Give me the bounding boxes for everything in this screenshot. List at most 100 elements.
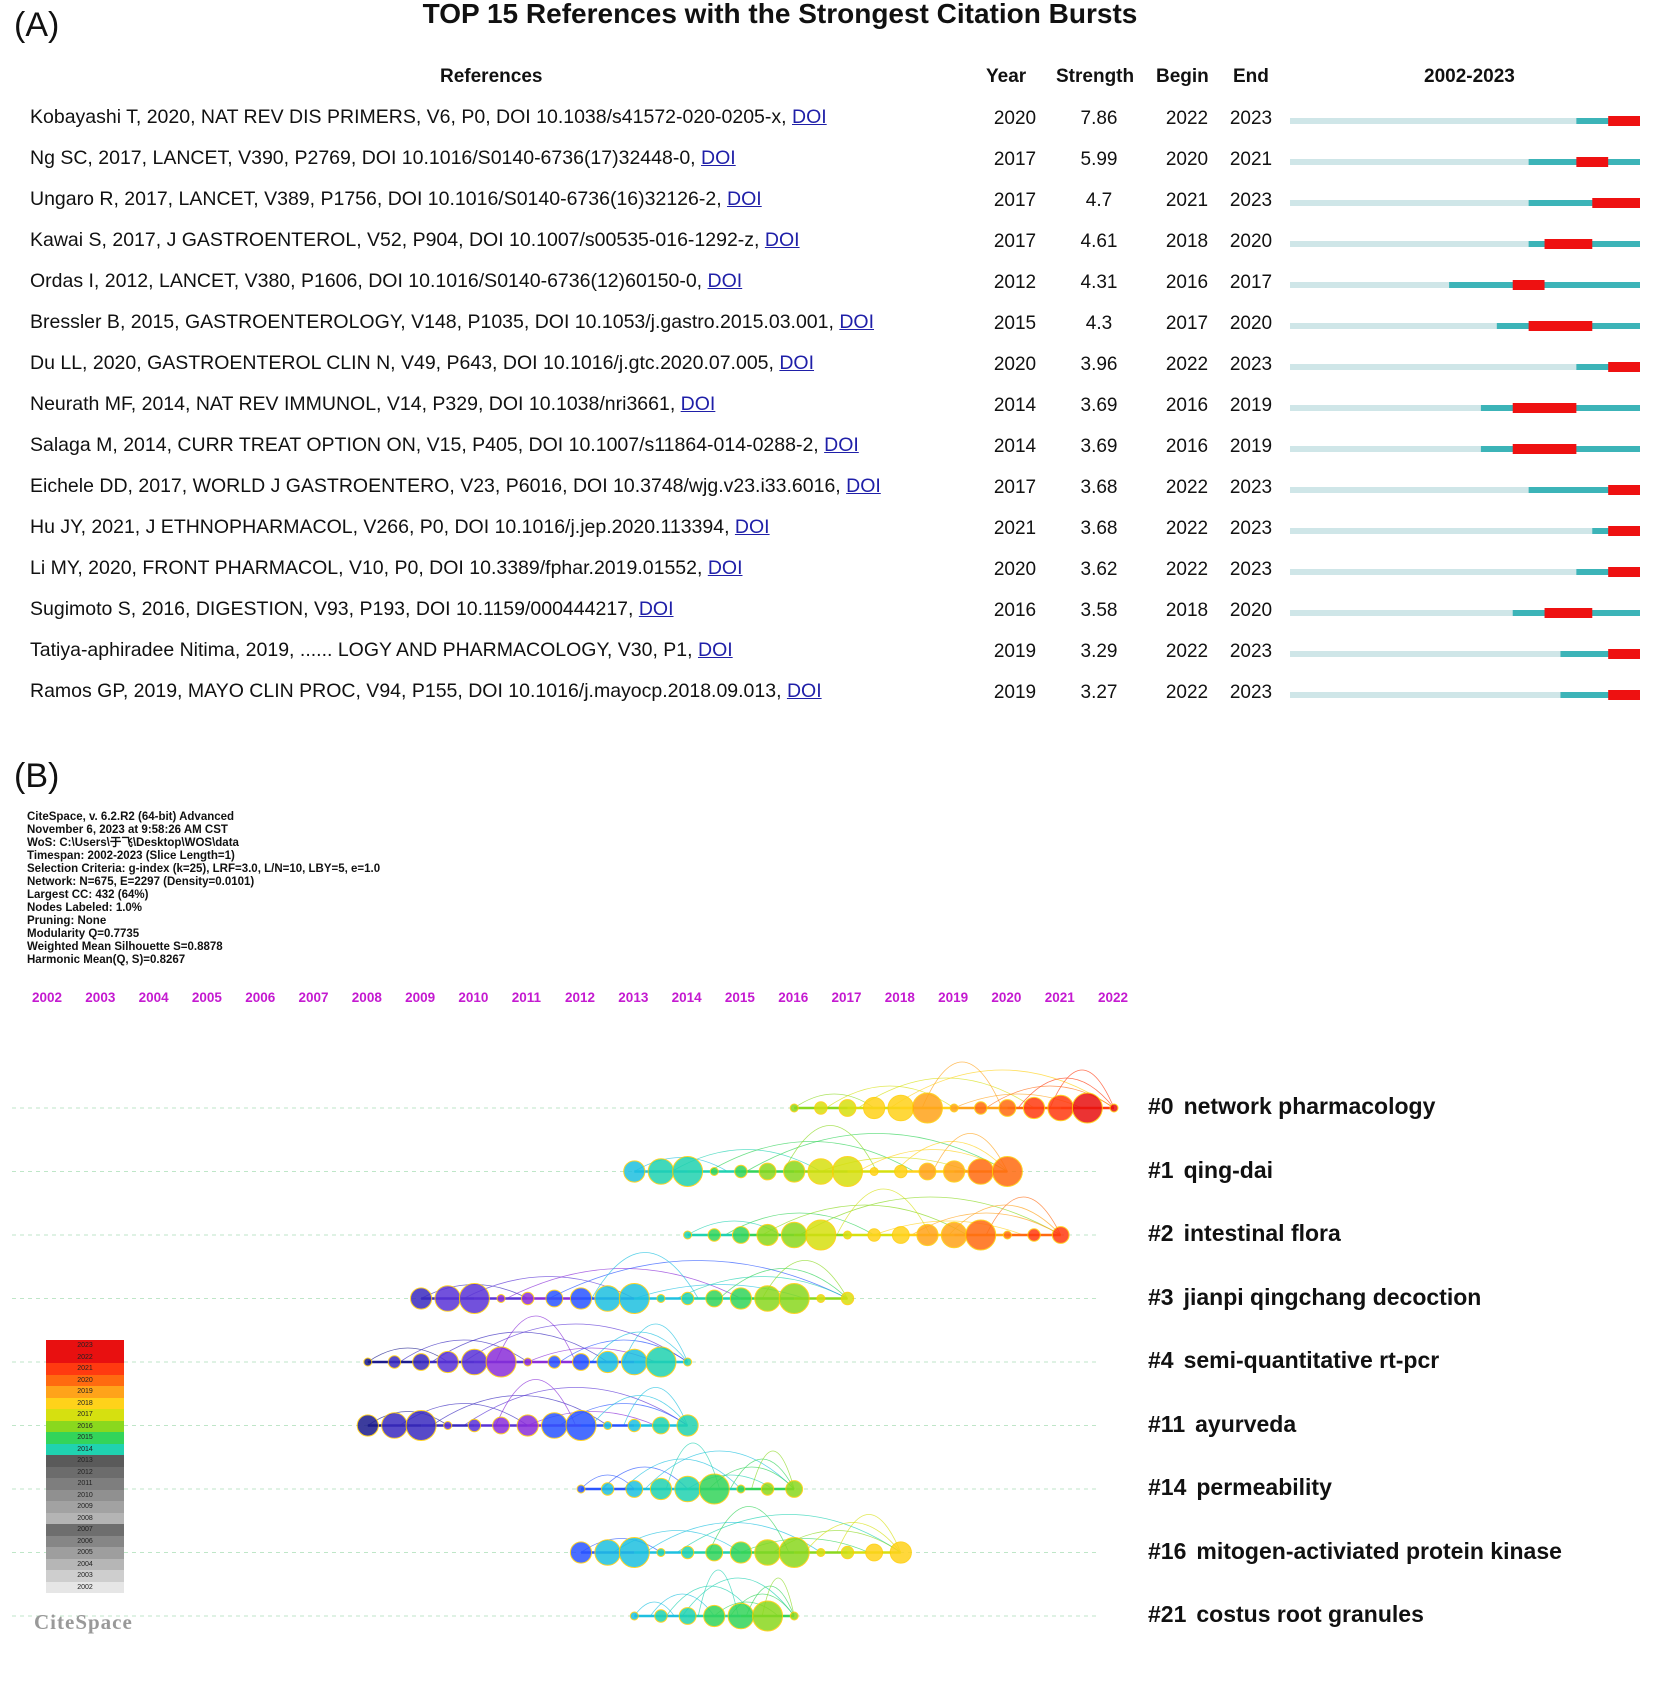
year-tick: 2022 [1098, 990, 1129, 1005]
co-citation-arc [729, 1458, 795, 1490]
doi-link[interactable]: DOI [839, 311, 874, 333]
reference-node [869, 1167, 879, 1176]
burst-strength: 4.3 [1085, 313, 1113, 334]
timeline-year-axis: 2002 2003 2004 2005 2006 2007 2008 2009 2010 2011… [0, 990, 1663, 1010]
reference-node [727, 1602, 755, 1630]
cluster-label: #1 qing-dai [1148, 1157, 1273, 1184]
cluster-name: semi-quantitative rt-pcr [1183, 1347, 1440, 1373]
burst-segment [1608, 690, 1640, 700]
reference-node [814, 1101, 828, 1115]
reference-node [683, 1230, 693, 1240]
reference-node [1071, 1092, 1103, 1124]
doi-link[interactable]: DOI [734, 516, 770, 538]
reference-node [863, 1096, 886, 1120]
burst-bar [1290, 526, 1640, 536]
doi-link[interactable]: DOI [824, 434, 859, 456]
co-citation-arc [495, 1379, 577, 1426]
legend-swatch: 2018 [46, 1397, 124, 1409]
reference-node [1109, 1103, 1119, 1113]
reference-text: Ng SC, 2017, LANCET, V390, P2769, DOI 10… [30, 147, 736, 170]
doi-link[interactable]: DOI [698, 639, 733, 661]
reference-node [565, 1410, 597, 1441]
legend-swatch: 2016 [46, 1420, 124, 1432]
active-segment [1449, 282, 1640, 288]
burst-bar [1290, 690, 1640, 700]
reference-node [405, 1410, 437, 1441]
burst-bar [1290, 444, 1640, 454]
burst-end: 2019 [1229, 395, 1273, 416]
metadata-line: Network: N=675, E=2297 (Density=0.0101) [27, 876, 255, 888]
reference-node [594, 1285, 621, 1312]
burst-strength: 5.99 [1080, 149, 1118, 170]
cluster-name: network pharmacology [1183, 1093, 1436, 1119]
reference-node [756, 1223, 779, 1247]
doi-link[interactable]: DOI [727, 188, 762, 210]
doi-link[interactable]: DOI [680, 393, 716, 415]
doi-link[interactable]: DOI [638, 598, 674, 620]
cluster-id: #21 [1148, 1601, 1187, 1627]
reference-node [736, 1484, 746, 1494]
co-citation-arc [676, 1276, 848, 1299]
doi-link[interactable]: DOI [779, 352, 815, 374]
inactive-segment [1290, 692, 1640, 698]
inactive-segment [1290, 118, 1640, 124]
doi-link[interactable]: DOI [764, 229, 800, 251]
metadata-line: CiteSpace, v. 6.2.R2 (64-bit) Advanced [27, 811, 235, 823]
co-citation-arc [985, 1196, 1062, 1236]
reference-text: Ramos GP, 2019, MAYO CLIN PROC, V94, P15… [30, 680, 822, 703]
doi-link[interactable]: DOI [707, 270, 743, 292]
doi-link[interactable]: DOI [786, 680, 822, 702]
co-citation-arc [506, 1268, 742, 1299]
reference-node [949, 1103, 959, 1113]
co-citation-arc [724, 1212, 875, 1236]
year-tick: 2015 [724, 990, 755, 1005]
burst-bar [1290, 157, 1640, 167]
legend-swatch: 2004 [46, 1558, 124, 1570]
reference-node [918, 1162, 937, 1181]
reference-node [461, 1348, 488, 1376]
reference-citation: Li MY, 2020, FRONT PHARMACOL, V10, P0, D… [30, 557, 708, 579]
inactive-segment [1290, 487, 1640, 493]
reference-text: Ungaro R, 2017, LANCET, V389, P1756, DOI… [30, 188, 762, 211]
doi-link[interactable]: DOI [846, 475, 881, 497]
ref-year: 2014 [993, 395, 1037, 416]
header-end: End [1233, 66, 1269, 87]
burst-bar [1290, 485, 1640, 495]
reference-node [621, 1348, 648, 1376]
legend-swatch: 2023 [46, 1340, 124, 1352]
year-tick: 2018 [884, 990, 915, 1005]
year-color-legend: 2023 2022 2021 2020 2019 2018 2017 2016 2015 2014… [46, 1340, 124, 1593]
reference-node [656, 1294, 666, 1303]
doi-link[interactable]: DOI [792, 106, 827, 128]
reference-text: Sugimoto S, 2016, DIGESTION, V93, P193, … [30, 598, 674, 621]
ref-year: 2017 [993, 231, 1037, 252]
co-citation-arc [740, 1538, 869, 1553]
burst-segment [1576, 157, 1609, 167]
doi-link[interactable]: DOI [701, 147, 736, 169]
year-tick: 2007 [298, 990, 329, 1005]
co-citation-arc [746, 1133, 1008, 1172]
year-tick: 2002 [32, 990, 63, 1005]
reference-citation: Bressler B, 2015, GASTROENTEROLOGY, V148… [30, 311, 840, 333]
burst-row: Ungaro R, 2017, LANCET, V389, P1756, DOI… [0, 188, 1663, 226]
reference-node [943, 1160, 966, 1183]
co-citation-arc [463, 1387, 688, 1426]
burst-row: Li MY, 2020, FRONT PHARMACOL, V10, P0, D… [0, 557, 1663, 595]
burst-bar [1290, 321, 1640, 331]
burst-end: 2023 [1229, 108, 1273, 129]
cluster-id: #2 [1148, 1220, 1174, 1246]
reference-node [600, 1482, 615, 1496]
timeline-chart [12, 1061, 1119, 1632]
year-tick: 2009 [405, 990, 436, 1005]
legend-swatch: 2003 [46, 1570, 124, 1582]
reference-node [752, 1600, 784, 1632]
legend-swatch: 2021 [46, 1363, 124, 1375]
ref-year: 2019 [993, 641, 1037, 662]
co-citation-arc [836, 1514, 902, 1553]
co-citation-arc [623, 1323, 688, 1363]
doi-link[interactable]: DOI [707, 557, 743, 579]
reference-node [434, 1285, 462, 1312]
reference-node [965, 1219, 997, 1251]
legend-swatch: 2002 [46, 1581, 124, 1593]
ref-year: 2017 [993, 190, 1037, 211]
